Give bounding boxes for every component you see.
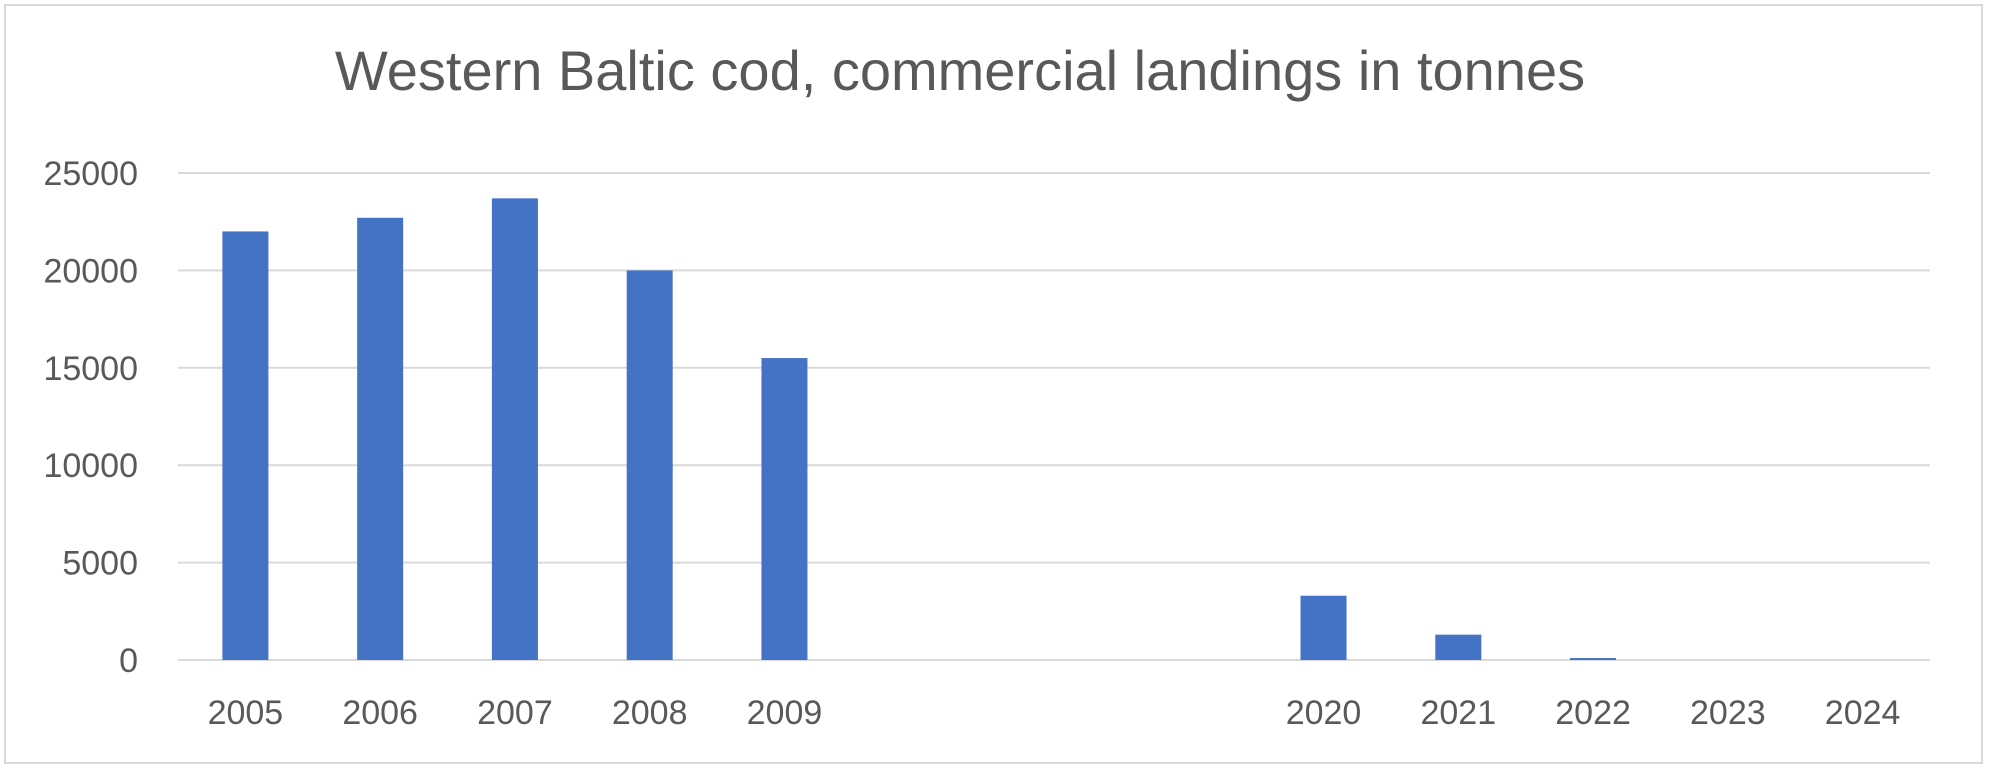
bar-2009	[761, 358, 808, 660]
x-tick-label: 2006	[342, 694, 418, 732]
x-axis-ticks: 2005 2006 2007 2008 2009 2020 2021 2022 2023 2024	[208, 694, 1901, 732]
x-tick-label: 2008	[612, 694, 688, 732]
x-tick-label: 2020	[1286, 694, 1362, 732]
x-tick-label: 2022	[1555, 694, 1631, 732]
y-axis-ticks: 0 5000 10000 15000 20000 25000	[43, 155, 138, 680]
bar-2005	[222, 231, 269, 660]
bar-2006	[357, 217, 404, 660]
y-tick-label: 10000	[43, 447, 138, 485]
x-tick-label: 2007	[477, 694, 553, 732]
y-tick-label: 15000	[43, 350, 138, 388]
chart-title: Western Baltic cod, commercial landings …	[335, 39, 1585, 102]
y-tick-label: 25000	[43, 155, 138, 193]
x-tick-label: 2024	[1825, 694, 1901, 732]
chart-frame	[4, 4, 1983, 764]
y-tick-label: 5000	[62, 545, 138, 583]
x-tick-label: 2021	[1420, 694, 1496, 732]
bar-2008	[626, 270, 673, 660]
bars	[222, 198, 1617, 660]
bar-2022	[1570, 658, 1617, 660]
bar-2020	[1300, 595, 1347, 660]
x-tick-label: 2005	[208, 694, 284, 732]
y-tick-label: 0	[119, 642, 138, 680]
x-tick-label: 2023	[1690, 694, 1766, 732]
y-tick-label: 20000	[43, 252, 138, 290]
bar-2021	[1435, 634, 1482, 660]
bar-2007	[491, 198, 538, 660]
x-tick-label: 2009	[747, 694, 823, 732]
gridlines	[178, 172, 1930, 661]
